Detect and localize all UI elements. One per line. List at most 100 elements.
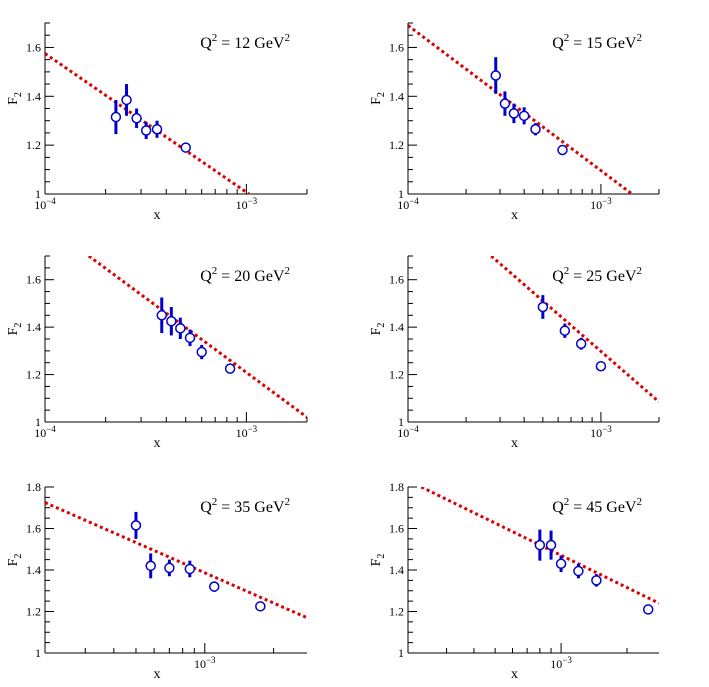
data-point	[595, 361, 607, 372]
data-point	[130, 520, 142, 531]
y-axis-title: F2	[6, 92, 24, 105]
y-tick-label: 1.4	[26, 320, 41, 334]
y-tick-label: 1.6	[26, 40, 41, 54]
panel-label-symbol: Q	[552, 268, 564, 285]
x-tick-label: 10−4	[34, 196, 56, 212]
x-tick-base: 10	[397, 198, 409, 212]
data-point	[490, 70, 502, 81]
x-tick-exponent: −4	[46, 424, 56, 434]
y-axis-title-main: F	[369, 558, 384, 566]
panel-label-symbol: Q	[200, 268, 212, 285]
x-tick-label: 10−3	[236, 424, 258, 440]
x-tick-base: 10	[34, 198, 46, 212]
data-point	[555, 558, 567, 570]
y-tick-label: 1	[35, 187, 41, 201]
y-tick-label: 1.4	[26, 563, 41, 577]
panel-label: Q2 = 25 GeV2	[552, 265, 642, 285]
data-point	[557, 144, 568, 156]
x-tick-base: 10	[397, 426, 409, 440]
panel-label-unit-sup: 2	[637, 32, 643, 44]
y-tick-label: 1.4	[26, 89, 41, 103]
data-point	[255, 601, 266, 612]
data-point	[164, 562, 175, 574]
x-tick-exponent: −4	[46, 196, 56, 206]
x-axis-title: x	[511, 667, 518, 682]
y-tick-label: 1.6	[26, 273, 41, 287]
x-tick-base: 10	[550, 657, 562, 671]
data-point	[184, 332, 196, 344]
data-point	[559, 325, 571, 336]
panel-label-unit-sup: 2	[285, 32, 291, 44]
data-point	[110, 111, 122, 123]
panel-label-value: = 45 GeV	[569, 499, 637, 516]
y-tick-label: 1.8	[26, 480, 41, 494]
data-point	[175, 323, 186, 334]
data-point	[224, 363, 236, 374]
y-tick-label: 1	[398, 187, 404, 201]
x-tick-exponent: −3	[562, 655, 572, 665]
panel-label-unit-sup: 2	[637, 265, 643, 277]
panel-label: Q2 = 35 GeV2	[200, 496, 290, 516]
y-tick-label: 1	[35, 646, 41, 660]
y-tick-label: 1.4	[389, 89, 404, 103]
data-point	[121, 94, 132, 106]
y-axis-title: F2	[6, 554, 24, 567]
panel-label-symbol: Q	[552, 35, 564, 52]
data-point	[140, 125, 152, 136]
data-point	[184, 563, 196, 575]
x-tick-label: 10−4	[34, 424, 56, 440]
data-point	[534, 539, 546, 551]
y-tick-label: 1.8	[389, 480, 404, 494]
x-tick-label: 10−4	[397, 424, 419, 440]
panel-label-sup: 2	[212, 265, 218, 277]
x-tick-base: 10	[236, 426, 248, 440]
y-axis-title: F2	[369, 323, 387, 336]
x-tick-label: 10−3	[236, 196, 258, 212]
x-tick-base: 10	[236, 198, 248, 212]
y-axis-title-main: F	[6, 97, 21, 105]
y-tick-label: 1.4	[389, 320, 404, 334]
data-point	[131, 113, 142, 124]
y-axis-title-main: F	[6, 327, 21, 335]
x-tick-exponent: −3	[248, 196, 258, 206]
fit-curve	[490, 256, 659, 403]
panel-label-value: = 25 GeV	[569, 268, 637, 285]
y-axis-title-subscript: 2	[13, 323, 24, 328]
x-axis-title: x	[511, 208, 518, 223]
y-axis-title: F2	[369, 554, 387, 567]
x-axis-title: x	[154, 667, 161, 682]
panel-label-sup: 2	[564, 496, 570, 508]
x-tick-label: 10−3	[194, 655, 216, 671]
y-axis-title-subscript: 2	[13, 92, 24, 97]
y-axis-title: F2	[369, 92, 387, 105]
y-tick-label: 1	[398, 415, 404, 429]
panel-label-unit-sup: 2	[637, 496, 643, 508]
data-point	[642, 604, 654, 615]
panel-label-symbol: Q	[200, 35, 212, 52]
x-tick-exponent: −3	[602, 196, 612, 206]
fit-curve	[45, 52, 250, 194]
data-point	[575, 338, 587, 349]
y-axis-title-main: F	[369, 327, 384, 335]
x-axis-title: x	[154, 436, 161, 451]
data-point	[156, 310, 168, 321]
x-tick-base: 10	[34, 426, 46, 440]
y-tick-label: 1.4	[389, 563, 404, 577]
y-axis-title-subscript: 2	[13, 554, 24, 559]
y-tick-label: 1.2	[389, 138, 404, 152]
panel-label-value: = 20 GeV	[217, 268, 285, 285]
panel-label: Q2 = 20 GeV2	[200, 265, 290, 285]
data-point	[530, 124, 541, 135]
data-point	[508, 108, 520, 119]
plot-area	[408, 24, 633, 194]
y-tick-label: 1	[35, 415, 41, 429]
y-axis-title-subscript: 2	[376, 92, 387, 97]
plot-area	[87, 256, 307, 419]
panel-label-sup: 2	[212, 32, 218, 44]
